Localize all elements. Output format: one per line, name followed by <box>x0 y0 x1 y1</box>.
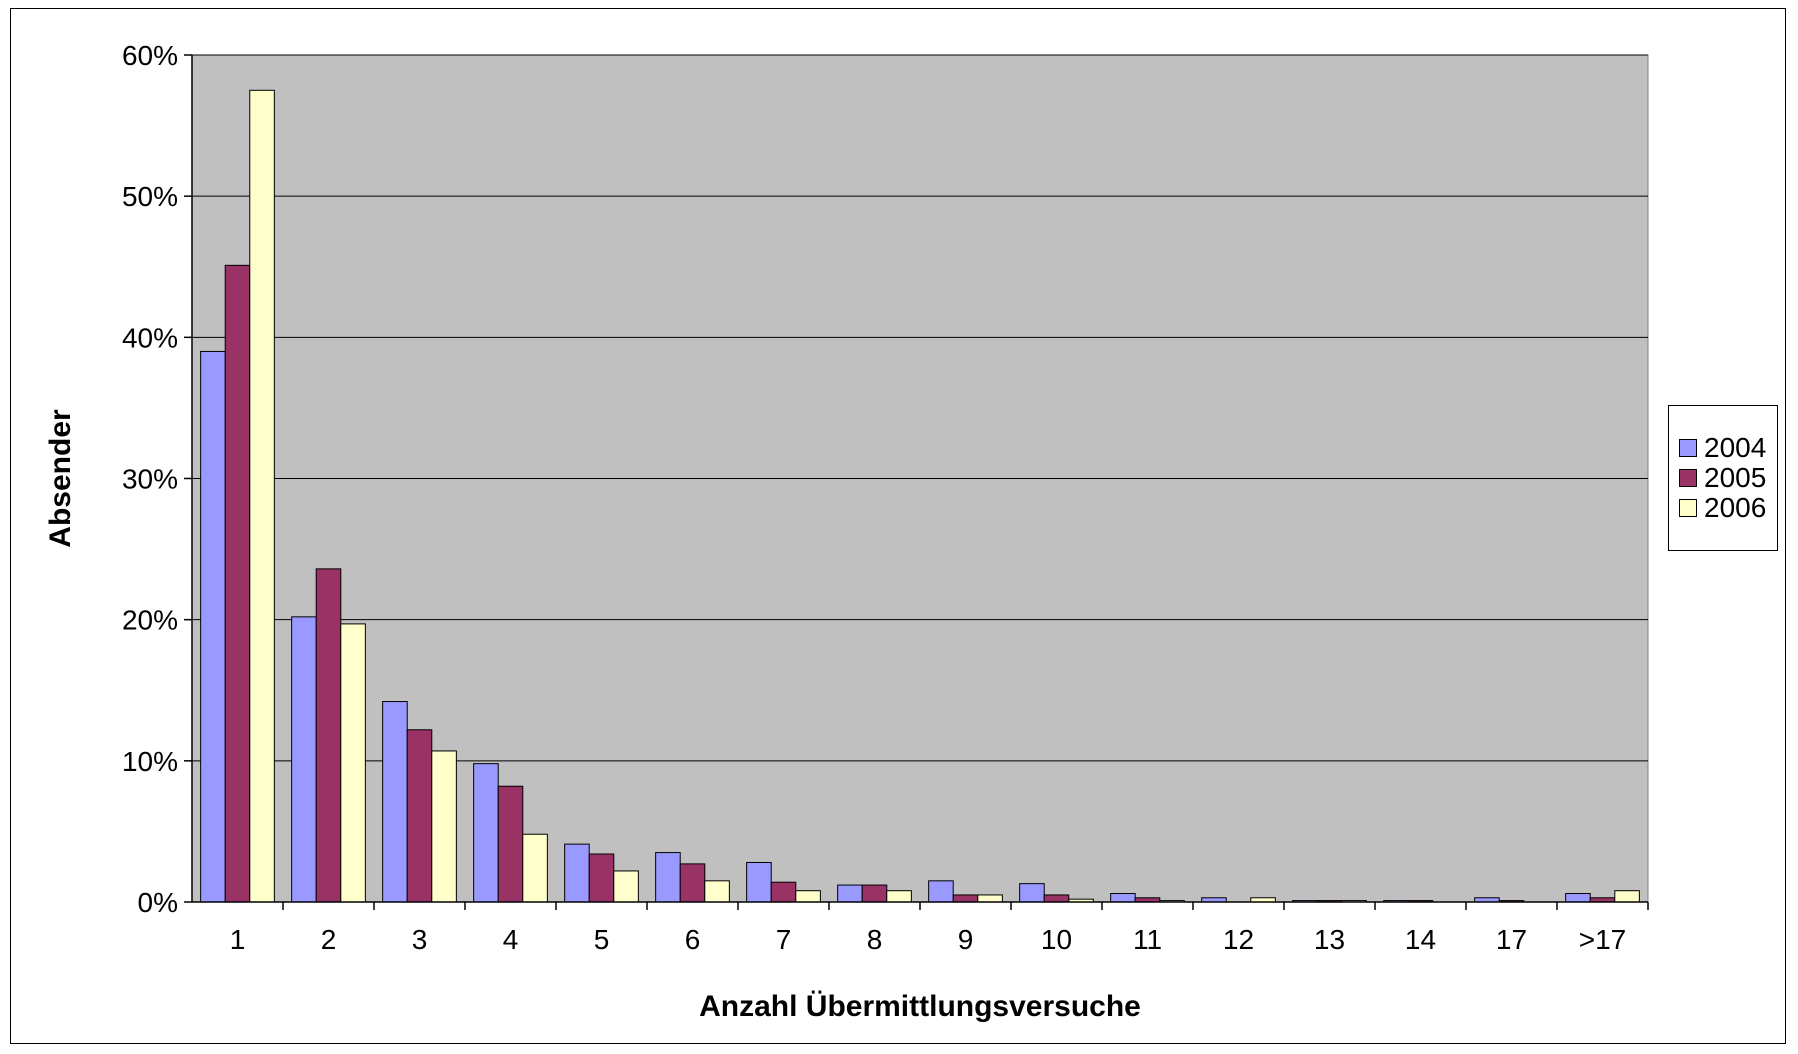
x-tick-labels: 1 2 3 4 5 6 7 8 9 10 11 12 13 14 17 >17 <box>230 924 1627 955</box>
bar-2005-3 <box>406 729 433 903</box>
legend-item-2006: 2006 <box>1679 488 1766 528</box>
x-tick-label: 3 <box>412 924 428 955</box>
y-tick-label: 50% <box>122 181 178 212</box>
x-tick-label: 6 <box>685 924 701 955</box>
y-tick-label: 60% <box>122 40 178 71</box>
x-tick-label: 7 <box>776 924 792 955</box>
bar-2004-11 <box>1110 893 1136 903</box>
bar-2004-4 <box>473 763 499 903</box>
bar-2005-5 <box>588 853 615 903</box>
bars <box>200 89 1640 903</box>
bar-2005-1 <box>224 264 251 903</box>
x-tick-label: 17 <box>1496 924 1527 955</box>
bar-2004-6 <box>655 852 681 903</box>
x-tick-label: 13 <box>1314 924 1345 955</box>
x-tick-label: >17 <box>1579 924 1627 955</box>
bar-2006-1 <box>249 89 275 903</box>
legend-swatch-2006 <box>1679 499 1697 517</box>
x-tick-label: 12 <box>1223 924 1254 955</box>
bar-2004-5 <box>564 843 590 903</box>
bar-2006-4 <box>522 833 548 903</box>
bar-2004-2 <box>291 616 317 903</box>
legend: 2004 2005 2006 <box>1668 405 1778 551</box>
bar-2005-6 <box>679 863 706 903</box>
x-tick-label: 14 <box>1405 924 1436 955</box>
bar-2004-7 <box>746 861 772 903</box>
x-tick-label: 9 <box>958 924 974 955</box>
x-tick-label: 2 <box>321 924 337 955</box>
bar-2005-10 <box>1043 894 1070 903</box>
y-tick-label: 10% <box>122 746 178 777</box>
y-tick-label: 20% <box>122 605 178 636</box>
legend-label-2004: 2004 <box>1704 432 1767 463</box>
bar-2005-7 <box>770 881 797 903</box>
bar-2005-4 <box>497 785 524 903</box>
bar-2006-3 <box>431 750 457 903</box>
bar-2004-1 <box>200 350 226 903</box>
bar-2004-9 <box>928 880 954 903</box>
legend-item-2005: 2005 <box>1679 458 1766 498</box>
bar-2006-5 <box>613 870 639 903</box>
bar-2005-9 <box>952 894 979 903</box>
y-axis-title: Absender <box>44 409 77 548</box>
y-tick-labels: 0% 10% 20% 30% 40% 50% 60% <box>122 40 178 918</box>
legend-item-2004: 2004 <box>1679 428 1766 468</box>
x-tick-label: 5 <box>594 924 610 955</box>
axes <box>184 54 1649 910</box>
bar-2006-6 <box>704 880 730 903</box>
legend-swatch-2004 <box>1679 439 1697 457</box>
bar-2004-10 <box>1019 883 1045 903</box>
legend-swatch-2005 <box>1679 469 1697 487</box>
y-tick-label: 0% <box>138 887 178 918</box>
bar-2005-2 <box>315 568 342 903</box>
bar-2005-8 <box>861 884 888 903</box>
legend-label-2006: 2006 <box>1704 492 1767 523</box>
x-tick-label: 10 <box>1041 924 1072 955</box>
bar-2006->17 <box>1614 890 1640 903</box>
bar-2006-2 <box>340 623 366 903</box>
x-tick-label: 4 <box>503 924 519 955</box>
bar-2006-7 <box>795 890 821 903</box>
bar-2006-8 <box>886 890 912 903</box>
legend-label-2005: 2005 <box>1704 462 1767 493</box>
y-tick-label: 30% <box>122 464 178 495</box>
x-tick-label: 11 <box>1133 924 1162 955</box>
bar-2004-3 <box>382 701 408 903</box>
bar-2006-9 <box>977 894 1003 903</box>
x-axis-title: Anzahl Übermittlungsversuche <box>699 990 1141 1023</box>
x-tick-label: 8 <box>867 924 883 955</box>
bar-2004->17 <box>1565 893 1591 903</box>
x-tick-label: 1 <box>230 924 246 955</box>
y-tick-label: 40% <box>122 322 178 353</box>
bar-2004-8 <box>837 884 863 903</box>
